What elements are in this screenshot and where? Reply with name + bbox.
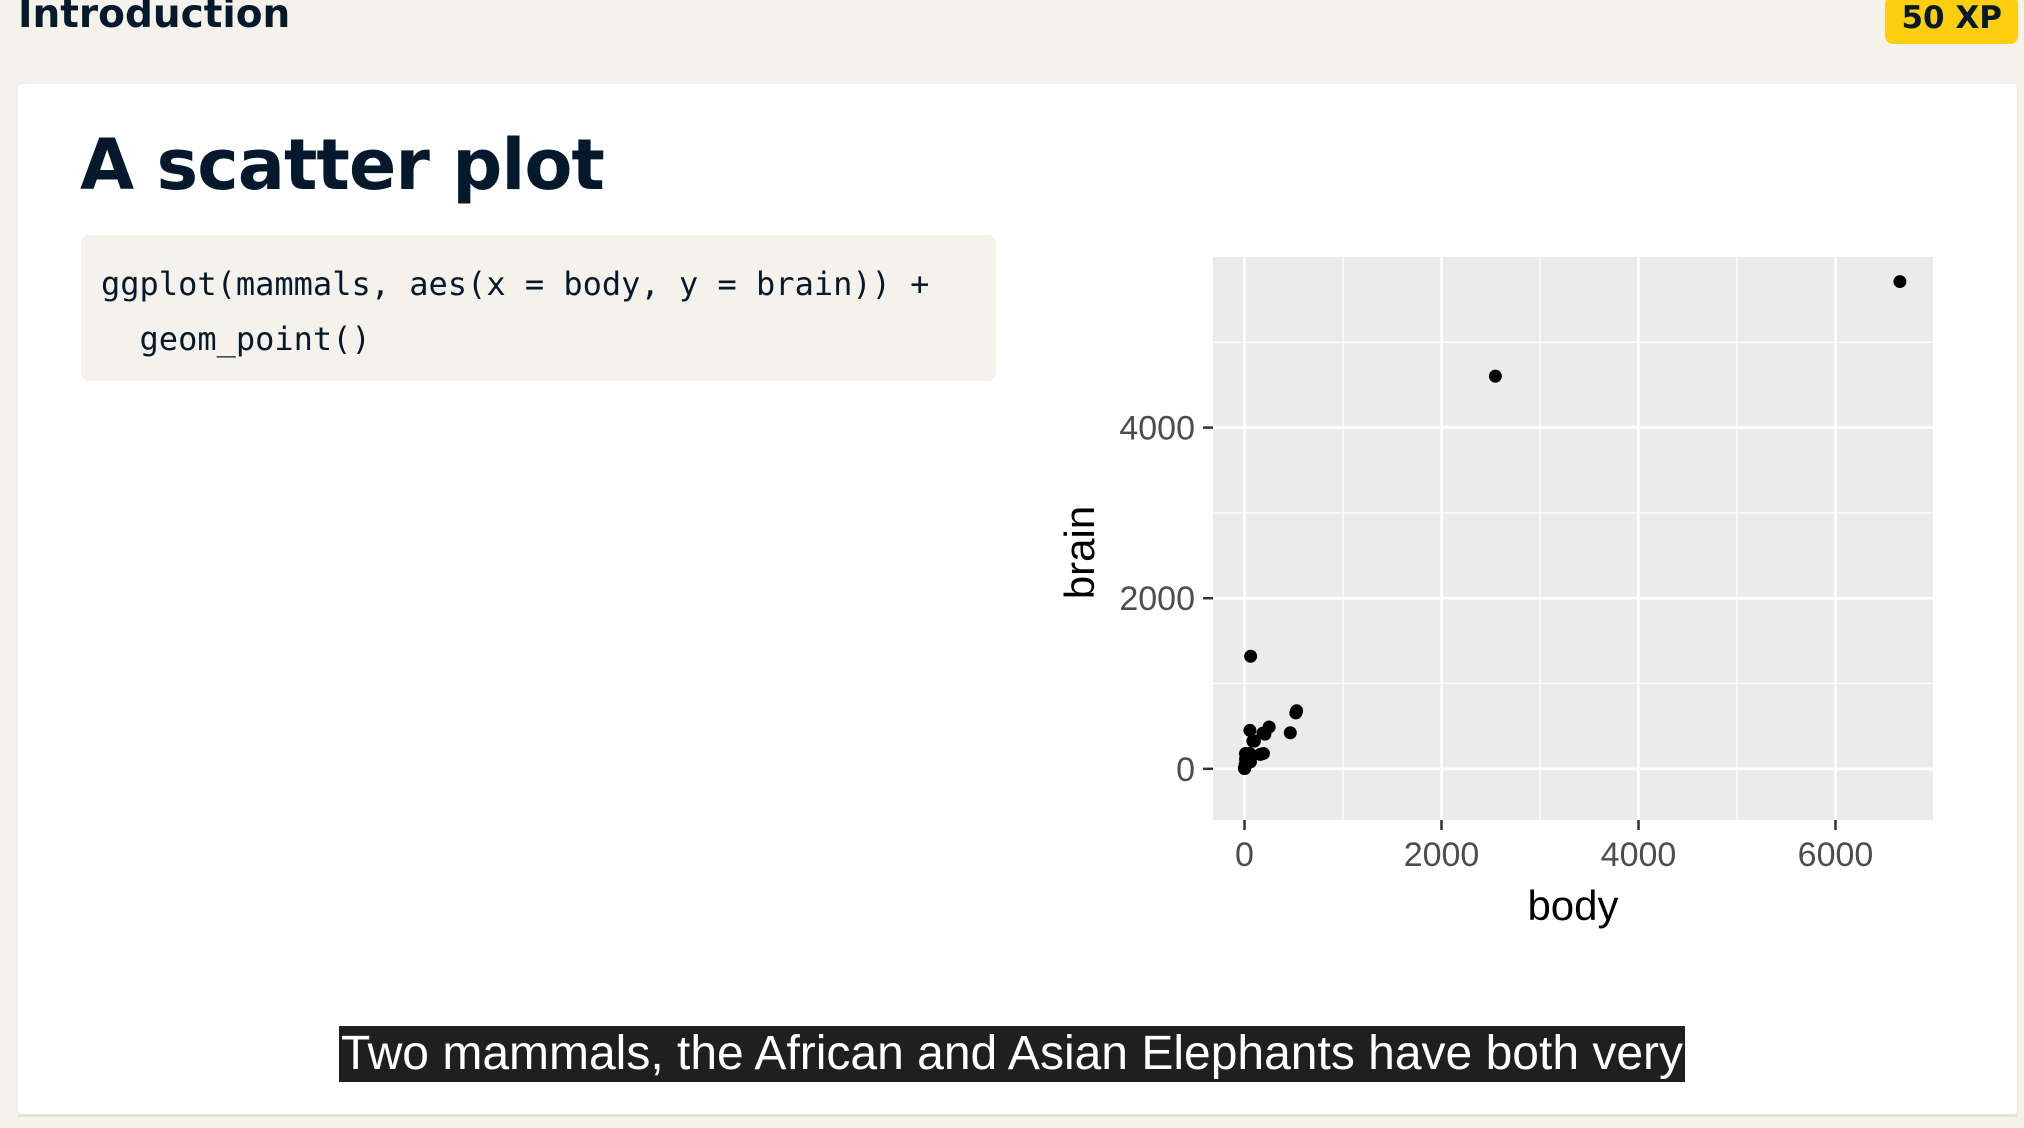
tick-labels: 0 2000 4000 6000 0 2000 4000	[1119, 410, 1873, 874]
scatter-plot: 0 2000 4000 6000 0 2000 4000 body brain	[1056, 257, 1933, 929]
x-tick-label: 2000	[1404, 836, 1480, 874]
code-line: geom_point()	[101, 320, 371, 358]
data-point	[1239, 753, 1253, 767]
x-axis-label: body	[1527, 882, 1618, 929]
y-tick-label: 0	[1176, 751, 1195, 789]
data-point	[1290, 704, 1304, 718]
data-points	[1238, 275, 1907, 776]
axis-ticks	[1203, 426, 1837, 830]
data-point	[1488, 369, 1502, 383]
data-point	[1246, 734, 1260, 748]
major-gridlines	[1213, 257, 1933, 820]
data-point	[1253, 747, 1267, 761]
section-title: Introduction	[18, 0, 291, 37]
code-block: ggplot(mammals, aes(x = body, y = brain)…	[81, 235, 996, 381]
data-point	[1244, 649, 1258, 663]
top-bar: Introduction 50 XP	[0, 0, 2024, 84]
y-tick-label: 2000	[1119, 580, 1195, 618]
code-line: ggplot(mammals, aes(x = body, y = brain)…	[101, 265, 930, 303]
data-point	[1243, 723, 1257, 737]
xp-badge: 50 XP	[1885, 0, 2018, 44]
x-tick-label: 6000	[1798, 836, 1874, 874]
divider	[18, 1114, 2017, 1117]
y-axis-label: brain	[1056, 506, 1103, 599]
minor-gridlines	[1213, 257, 1933, 820]
y-tick-label: 4000	[1119, 410, 1195, 448]
plot-panel	[1213, 257, 1933, 820]
data-point	[1256, 726, 1270, 740]
subtitle-container: Two mammals, the African and Asian Eleph…	[0, 1026, 2024, 1082]
data-point	[1893, 275, 1907, 289]
video-caption: Two mammals, the African and Asian Eleph…	[338, 1026, 1686, 1082]
slide-title: A scatter plot	[80, 124, 605, 206]
data-point	[1283, 726, 1297, 740]
x-tick-label: 4000	[1601, 836, 1677, 874]
x-tick-label: 0	[1235, 836, 1254, 874]
